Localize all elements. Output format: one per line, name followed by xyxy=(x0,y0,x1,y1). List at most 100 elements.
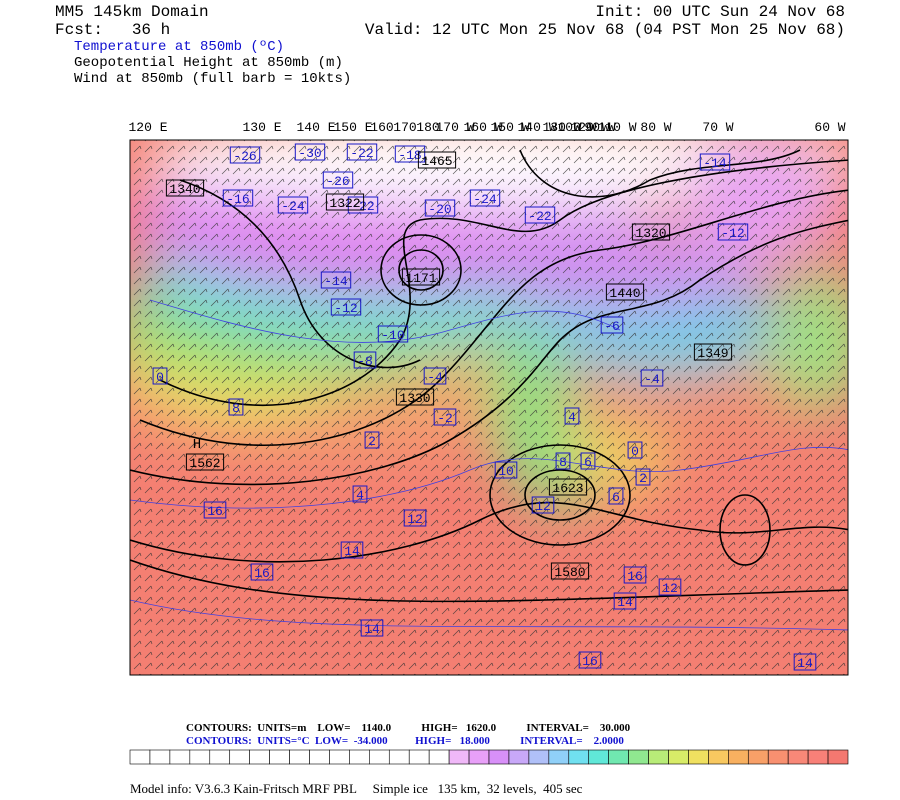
color-bar-cell xyxy=(787,749,809,765)
contour-label-box xyxy=(340,541,364,559)
color-bar-cell xyxy=(767,749,789,765)
color-bar-cell xyxy=(369,749,390,765)
contour-label: 2 xyxy=(368,434,376,449)
contour-label: 12 xyxy=(407,512,423,527)
contour-label-box xyxy=(580,452,596,470)
contour-label: -10 xyxy=(381,328,404,343)
temperature-contour-info: CONTOURS: UNITS=°C LOW= -34.000 HIGH= 18… xyxy=(186,735,624,747)
contour-label: 6 xyxy=(584,455,592,470)
contour-label: -26 xyxy=(326,174,349,189)
contour-label-box xyxy=(352,485,368,503)
field-wind: Wind at 850mb (full barb = 10kts) xyxy=(74,71,352,87)
field-temperature: Temperature at 850mb (ºC) xyxy=(74,39,285,55)
contour-label: 16 xyxy=(254,566,270,581)
contour-label-box xyxy=(364,431,380,449)
contour-label-box xyxy=(403,509,427,527)
contour-label: -6 xyxy=(604,319,620,334)
contour-label-box xyxy=(250,563,274,581)
contour-label-box xyxy=(793,653,817,671)
color-bar-cell xyxy=(309,749,330,765)
longitude-label: 120 W xyxy=(570,120,609,135)
contour-label: 1623 xyxy=(552,481,583,496)
contour-label: 10 xyxy=(498,464,514,479)
contour-label-box xyxy=(717,223,749,241)
contour-label: 1320 xyxy=(635,226,666,241)
longitude-label: 160 W xyxy=(463,120,502,135)
contour-label: 8 xyxy=(232,401,240,416)
contour-label-box xyxy=(548,478,588,496)
contour-label: -14 xyxy=(324,274,348,289)
longitude-label: 130 W xyxy=(542,120,581,135)
contour-label-box xyxy=(152,367,168,385)
color-bar-cell xyxy=(708,749,729,765)
contour-label-box xyxy=(330,298,362,316)
color-bar-cell xyxy=(209,749,231,765)
contour-label-box xyxy=(322,171,354,189)
contour-label: 1330 xyxy=(399,391,430,406)
contour-label-box xyxy=(424,199,456,217)
contour-label: 16 xyxy=(627,569,643,584)
contour-label-box xyxy=(346,143,378,161)
color-bar-cell xyxy=(827,749,849,765)
contour-label-box xyxy=(524,206,556,224)
contour-label: 1322 xyxy=(329,196,360,211)
contour-label-box xyxy=(693,343,733,361)
color-bar-cell xyxy=(648,749,669,765)
contour-label-box xyxy=(294,143,326,161)
contour-label-box xyxy=(325,193,365,211)
color-bar-cell xyxy=(189,749,211,765)
contour-label: -22 xyxy=(350,146,373,161)
contour-label: -20 xyxy=(428,202,451,217)
contour-label-box xyxy=(377,325,409,343)
contour-label: 1171 xyxy=(405,271,436,286)
height-contour-info: CONTOURS: UNITS=m LOW= 1140.0 HIGH= 1620… xyxy=(186,722,631,734)
color-bar-cell xyxy=(408,749,430,765)
color-bar-cell xyxy=(807,749,829,765)
contour-label-box xyxy=(613,592,637,610)
color-bar-cell xyxy=(568,749,590,765)
longitude-label: 140 E xyxy=(296,120,335,135)
contour-label-box xyxy=(185,453,225,471)
contour-label-box xyxy=(555,452,571,470)
domain: MM5 145km Domain xyxy=(55,3,209,21)
color-bar-cell xyxy=(249,749,270,765)
temperature-contours xyxy=(130,299,848,631)
contour-label-box xyxy=(608,487,624,505)
contour-label-box xyxy=(531,496,555,514)
longitude-label: 160 xyxy=(370,120,393,135)
contour-label: -4 xyxy=(644,372,660,387)
contour-label: -12 xyxy=(334,301,357,316)
contour-label-box xyxy=(165,179,205,197)
color-bar-cell xyxy=(508,749,530,765)
contour-label-box xyxy=(229,146,261,164)
contour-label: 16 xyxy=(582,654,598,669)
contour-label-box xyxy=(605,283,645,301)
contour-label-box xyxy=(699,153,731,171)
contour-label-box xyxy=(360,619,384,637)
color-bar-cell xyxy=(688,749,709,765)
longitude-label: 170 xyxy=(393,120,416,135)
longitude-label: 130 E xyxy=(242,120,281,135)
contour-label-box xyxy=(395,388,435,406)
contour-label-box xyxy=(635,468,651,486)
color-bar-cell xyxy=(747,749,769,765)
color-bar-cell xyxy=(728,749,749,765)
color-bar-cell xyxy=(528,749,550,765)
longitude-label: 120 E xyxy=(128,120,167,135)
contour-label: -24 xyxy=(473,192,497,207)
map-frame xyxy=(129,139,849,676)
longitude-label: 90 W xyxy=(584,120,615,135)
contour-label: -24 xyxy=(281,199,305,214)
contour-label-box xyxy=(494,461,518,479)
color-bar-cell xyxy=(229,749,250,765)
contour-label: 1465 xyxy=(421,154,452,169)
color-bar-cell xyxy=(468,749,490,765)
contour-label-box xyxy=(228,398,244,416)
contour-label-box xyxy=(203,501,227,519)
contour-label: 14 xyxy=(344,544,360,559)
color-bar-cell xyxy=(329,749,350,765)
contour-label-box xyxy=(417,151,457,169)
color-bar-cell xyxy=(269,749,290,765)
